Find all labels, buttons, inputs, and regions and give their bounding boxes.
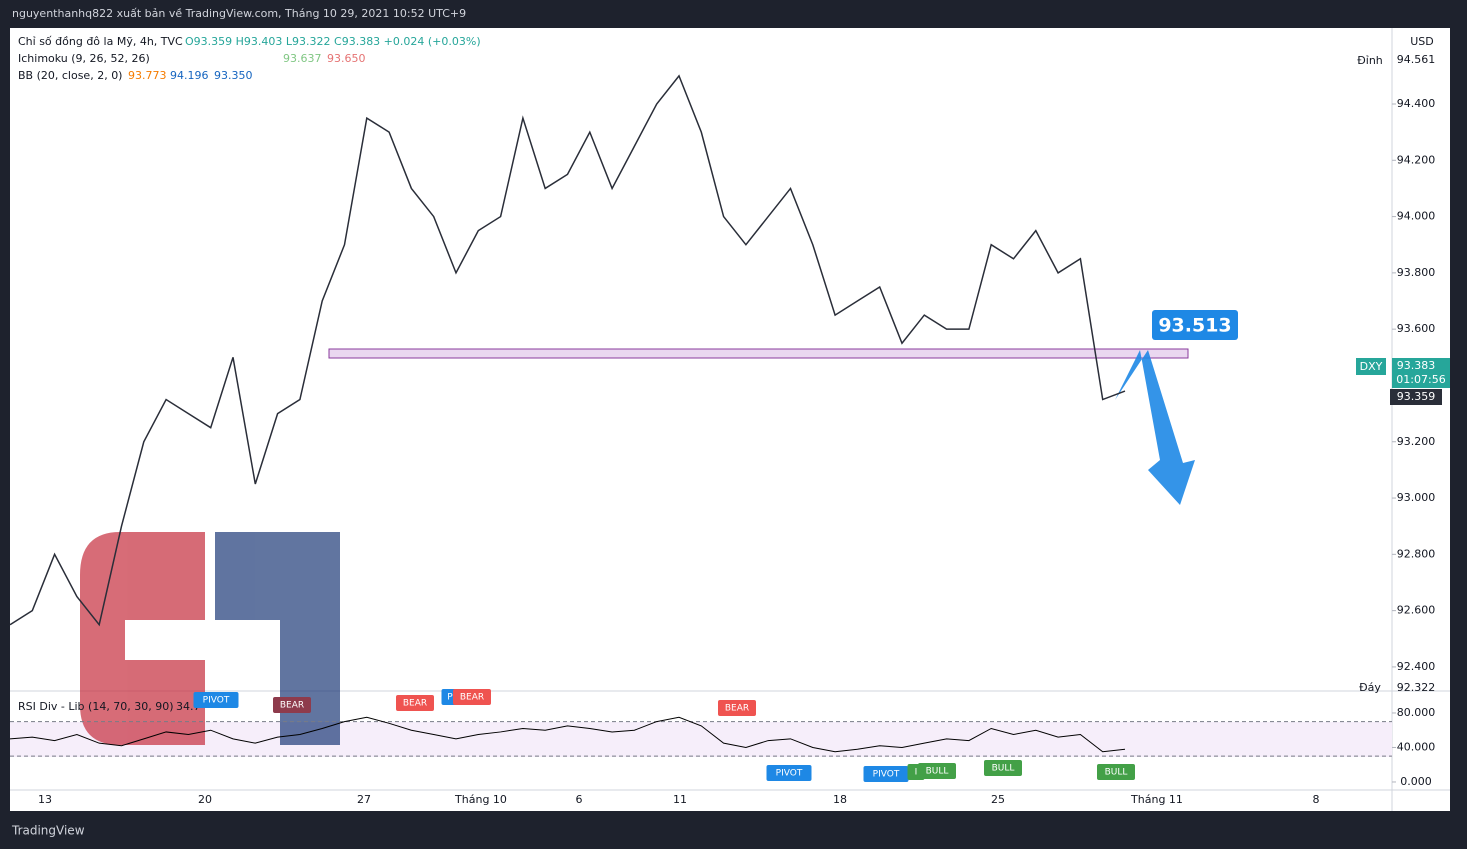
y-tick-label: 94.400 — [1397, 97, 1436, 110]
y-tick-label: 93.000 — [1397, 491, 1436, 504]
y-tick-label: 93.600 — [1397, 322, 1436, 335]
signal-label: BULL — [926, 767, 949, 777]
signal-label: BULL — [992, 764, 1015, 774]
signal-box — [718, 700, 756, 716]
bottom-name: Đáy — [1359, 681, 1381, 694]
top-price: 94.561 — [1397, 53, 1436, 66]
open-box — [1390, 389, 1442, 405]
x-tick-label: 6 — [576, 793, 583, 806]
x-tick-label: Tháng 10 — [454, 793, 507, 806]
signal-label: PIVOT — [873, 770, 900, 780]
signal-box — [193, 692, 239, 708]
signal-box — [1097, 764, 1135, 780]
y-tick-label: 92.400 — [1397, 660, 1436, 673]
resistance-zone — [328, 348, 1189, 359]
x-tick-label: 18 — [833, 793, 847, 806]
currency: USD — [1410, 35, 1434, 48]
last-price: 93.383 — [1397, 359, 1436, 372]
x-tick-label: 27 — [357, 793, 371, 806]
watermark-g — [80, 532, 205, 745]
legend-value: 93.773 — [128, 69, 167, 82]
y-tick-label: 93.800 — [1397, 266, 1436, 279]
price-line — [9, 716, 1126, 753]
signal-box — [766, 765, 812, 781]
annotation: 93.513 — [1158, 315, 1231, 337]
x-tick-label: 25 — [991, 793, 1005, 806]
signal-label: PIVOT — [203, 696, 230, 706]
signal-box — [453, 689, 491, 705]
legend-value: 93.637 — [283, 52, 322, 65]
y-tick-label: 94.000 — [1397, 210, 1436, 223]
forecast-arrow — [1115, 350, 1195, 505]
signal-box — [918, 763, 956, 779]
brand: TradingView — [11, 824, 85, 838]
open-price: 93.359 — [1397, 390, 1436, 403]
signal-box — [863, 766, 909, 782]
watermark — [80, 532, 340, 745]
bottom-price: 92.322 — [1397, 681, 1436, 694]
legend-value: 94.196 — [170, 69, 209, 82]
publisher: nguyenthanhq822 xuất bản về TradingView.… — [12, 7, 466, 20]
x-tick-label: 8 — [1313, 793, 1320, 806]
signal-label: I — [915, 768, 918, 778]
legend-value: 93.650 — [327, 52, 366, 65]
legend-rsi: RSI Div - Lib (14, 70, 30, 90) — [18, 700, 174, 713]
x-tick-label: 11 — [673, 793, 687, 806]
signal-box — [273, 697, 311, 713]
signal-label: P — [447, 693, 453, 703]
rsi-band — [10, 722, 1392, 757]
legend-ohlc: O93.359 H93.403 L93.322 C93.383 +0.024 (… — [185, 35, 481, 48]
y-tick-label: 0.000 — [1400, 775, 1432, 788]
y-tick-label: 80.000 — [1397, 706, 1436, 719]
legend-symbol: Chỉ số đồng đô la Mỹ, 4h, TVC — [18, 35, 183, 48]
x-tick-label: 13 — [38, 793, 52, 806]
countdown: 01:07:56 — [1396, 373, 1445, 386]
watermark-t — [215, 532, 340, 745]
y-tick-label: 92.600 — [1397, 604, 1436, 617]
y-tick-label: 93.200 — [1397, 435, 1436, 448]
signal-label: BEAR — [460, 693, 484, 703]
legend-value: 93.350 — [214, 69, 253, 82]
signal-box — [396, 695, 434, 711]
signal-box — [984, 760, 1022, 776]
symbol-box — [1356, 358, 1386, 375]
signal-label: BEAR — [725, 704, 749, 714]
symbol-tag: DXY — [1360, 360, 1383, 373]
signal-label: BEAR — [403, 699, 427, 709]
top-name: Đỉnh — [1357, 54, 1383, 67]
annotation-box — [1152, 310, 1238, 340]
y-tick-label: 92.800 — [1397, 547, 1436, 560]
legend-bb: BB (20, close, 2, 0) — [18, 69, 122, 82]
signal-label: PIVOT — [776, 769, 803, 779]
x-tick-label: Tháng 11 — [1130, 793, 1183, 806]
y-tick-label: 40.000 — [1397, 740, 1436, 753]
chart-area — [10, 28, 1450, 811]
signal-label: BULL — [1105, 768, 1128, 778]
legend-ichimoku: Ichimoku (9, 26, 52, 26) — [18, 52, 150, 65]
y-tick-label: 94.200 — [1397, 153, 1436, 166]
signal-label: BEAR — [280, 701, 304, 711]
price-line — [9, 74, 1126, 627]
x-tick-label: 20 — [198, 793, 212, 806]
last-box — [1392, 358, 1450, 388]
